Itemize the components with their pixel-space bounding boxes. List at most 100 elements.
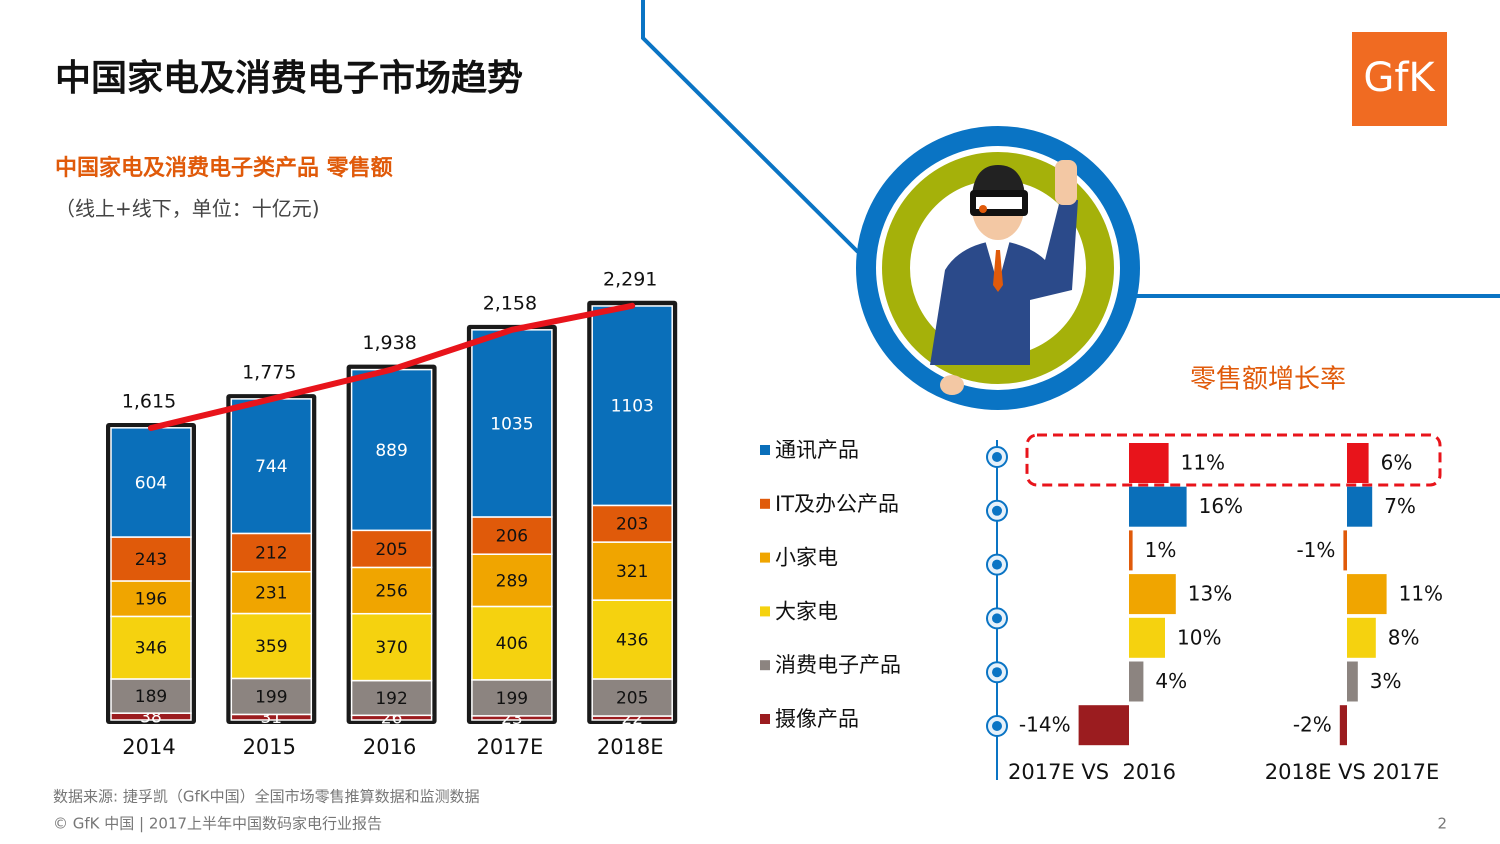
segment-label: 321 bbox=[616, 562, 648, 582]
growth-label: 11% bbox=[1181, 451, 1225, 475]
axis-node-dot bbox=[992, 559, 1002, 570]
x-tick-label: 2014 bbox=[122, 735, 175, 759]
segment-label: 205 bbox=[616, 688, 648, 708]
legend-label: 通讯产品 bbox=[775, 438, 859, 462]
legend-label: 小家电 bbox=[775, 546, 838, 570]
bar-segment bbox=[350, 529, 433, 569]
segment-label: 406 bbox=[496, 634, 528, 654]
growth-bar bbox=[1347, 486, 1373, 527]
total-label: 1,775 bbox=[242, 362, 296, 384]
total-label: 1,615 bbox=[122, 391, 176, 413]
highlight-box bbox=[1025, 433, 1442, 487]
legend-label: 消费电子产品 bbox=[775, 653, 901, 677]
segment-label: 243 bbox=[135, 550, 167, 570]
total-line bbox=[148, 302, 636, 431]
growth-bar bbox=[1347, 443, 1369, 483]
series-label: 2018E VS 2017E bbox=[1265, 760, 1439, 784]
growth-label: 16% bbox=[1199, 494, 1243, 518]
bar-segment bbox=[110, 427, 192, 538]
segment-label: 289 bbox=[496, 571, 528, 591]
source-note: 数据来源: 捷孚凯（GfK中国）全国市场零售推算数据和监测数据 bbox=[53, 788, 480, 806]
x-tick-label: 2017E bbox=[477, 735, 544, 759]
bar-segment bbox=[350, 679, 433, 717]
growth-label: -14% bbox=[1019, 713, 1071, 737]
segment-label: 436 bbox=[616, 631, 648, 651]
axis-node-dot bbox=[992, 452, 1002, 462]
bar-segment bbox=[471, 329, 553, 518]
legend-label: 大家电 bbox=[775, 599, 838, 623]
axis-node-dot bbox=[992, 505, 1002, 516]
legend-swatch bbox=[760, 552, 770, 563]
growth-bar bbox=[1347, 661, 1358, 702]
growth-bar bbox=[1339, 705, 1347, 746]
page-number: 2 bbox=[1437, 815, 1447, 833]
chart-subtitle: （线上+线下，单位：十亿元) bbox=[55, 197, 320, 221]
legend-swatch bbox=[760, 606, 770, 617]
chart-title: 中国家电及消费电子类产品 零售额 bbox=[55, 155, 393, 181]
axis-node-dot bbox=[992, 721, 1002, 731]
segment-label: 199 bbox=[255, 687, 287, 707]
segment-label: 192 bbox=[375, 689, 407, 709]
total-label: 2,291 bbox=[603, 268, 657, 290]
x-tick-label: 2015 bbox=[243, 735, 296, 759]
segment-label: 196 bbox=[135, 590, 167, 610]
logo-box bbox=[1352, 32, 1447, 126]
x-tick-label: 2016 bbox=[363, 735, 416, 759]
segment-label: 744 bbox=[255, 457, 287, 477]
growth-label: -1% bbox=[1296, 538, 1335, 562]
copyright: © GfK 中国 | 2017上半年中国数码家电行业报告 bbox=[53, 815, 382, 833]
growth-label: 3% bbox=[1370, 669, 1402, 693]
legend-label: 摄像产品 bbox=[775, 707, 859, 731]
bar-segment bbox=[591, 305, 673, 507]
segment-label: 199 bbox=[496, 689, 528, 709]
legend-label: IT及办公产品 bbox=[775, 492, 899, 516]
growth-bar bbox=[1078, 705, 1129, 746]
axis-node-dot bbox=[992, 667, 1002, 678]
growth-label: 10% bbox=[1177, 625, 1221, 649]
bar-segment bbox=[350, 566, 433, 615]
growth-bar bbox=[1129, 486, 1187, 527]
segment-label: 206 bbox=[496, 527, 528, 547]
growth-label: 4% bbox=[1155, 669, 1187, 693]
deco-line bbox=[641, 0, 860, 254]
series-label: 2017E VS 2016 bbox=[1008, 760, 1176, 784]
segment-label: 346 bbox=[135, 639, 167, 659]
segment-label: 370 bbox=[375, 638, 407, 658]
total-label: 2,158 bbox=[483, 292, 537, 314]
bar-segment bbox=[591, 678, 673, 717]
segment-label: 189 bbox=[135, 687, 167, 707]
segment-label: 256 bbox=[375, 582, 407, 602]
growth-bar bbox=[1129, 617, 1165, 658]
x-tick-label: 2018E bbox=[597, 735, 664, 759]
legend-swatch bbox=[760, 498, 770, 509]
segment-label: 359 bbox=[255, 637, 287, 657]
growth-label: -2% bbox=[1293, 713, 1332, 737]
legend-swatch bbox=[760, 445, 770, 455]
growth-label: 8% bbox=[1388, 625, 1420, 649]
chart-title: 零售额增长率 bbox=[1190, 365, 1346, 395]
growth-bar bbox=[1129, 443, 1169, 483]
growth-bar bbox=[1129, 530, 1133, 571]
bar-segment bbox=[230, 677, 313, 716]
segment-label: 203 bbox=[616, 515, 648, 535]
logo: GfK bbox=[1363, 55, 1436, 101]
growth-label: 11% bbox=[1399, 582, 1443, 606]
growth-bar bbox=[1347, 617, 1376, 658]
bar-segment bbox=[471, 516, 553, 555]
legend-swatch bbox=[760, 714, 770, 724]
growth-label: 7% bbox=[1384, 494, 1416, 518]
segment-label: 1035 bbox=[490, 414, 533, 434]
growth-bar bbox=[1129, 574, 1176, 615]
bar-segment bbox=[591, 599, 673, 680]
growth-label: 1% bbox=[1145, 538, 1177, 562]
segment-label: 604 bbox=[135, 473, 167, 493]
axis-node-dot bbox=[992, 613, 1002, 624]
segment-label: 212 bbox=[255, 544, 287, 564]
growth-bar bbox=[1343, 530, 1347, 571]
legend-swatch bbox=[760, 660, 770, 671]
bar-segment bbox=[110, 536, 192, 582]
growth-bar bbox=[1347, 574, 1387, 615]
growth-bar bbox=[1129, 661, 1144, 702]
